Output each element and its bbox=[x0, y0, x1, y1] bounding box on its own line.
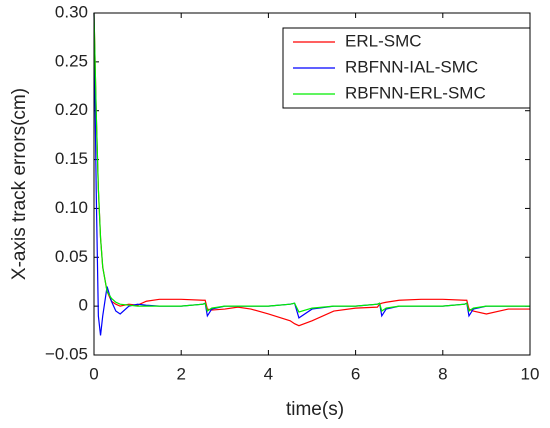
y-axis-label: X-axis track errors(cm) bbox=[9, 88, 30, 280]
y-tick-label: 0.10 bbox=[55, 198, 88, 217]
x-tick-label: 0 bbox=[89, 364, 98, 383]
x-tick-label: 8 bbox=[438, 364, 447, 383]
y-tick-label: 0.25 bbox=[55, 51, 88, 70]
legend-label: RBFNN-IAL-SMC bbox=[345, 57, 478, 76]
y-tick-label: 0.20 bbox=[55, 100, 88, 119]
x-tick-label: 10 bbox=[521, 364, 540, 383]
x-tick-label: 4 bbox=[264, 364, 273, 383]
y-tick-label: 0.05 bbox=[55, 247, 88, 266]
legend-label: RBFNN-ERL-SMC bbox=[345, 83, 486, 102]
legend-label: ERL-SMC bbox=[345, 31, 422, 50]
y-tick-label: 0 bbox=[79, 296, 88, 315]
line-series bbox=[93, 12, 530, 327]
legend: ERL-SMC RBFNN-IAL-SMC RBFNN-ERL-SMC bbox=[282, 27, 531, 109]
x-tick-label: 2 bbox=[176, 364, 185, 383]
y-tick-label: 0.15 bbox=[55, 149, 88, 168]
line-series bbox=[93, 12, 530, 313]
y-tick-label: 0.30 bbox=[55, 2, 88, 21]
x-axis-label: time(s) bbox=[286, 399, 344, 420]
x-tick-label: 6 bbox=[351, 364, 360, 383]
plot-frame bbox=[93, 12, 531, 356]
y-tick-label: −0.05 bbox=[45, 344, 88, 363]
